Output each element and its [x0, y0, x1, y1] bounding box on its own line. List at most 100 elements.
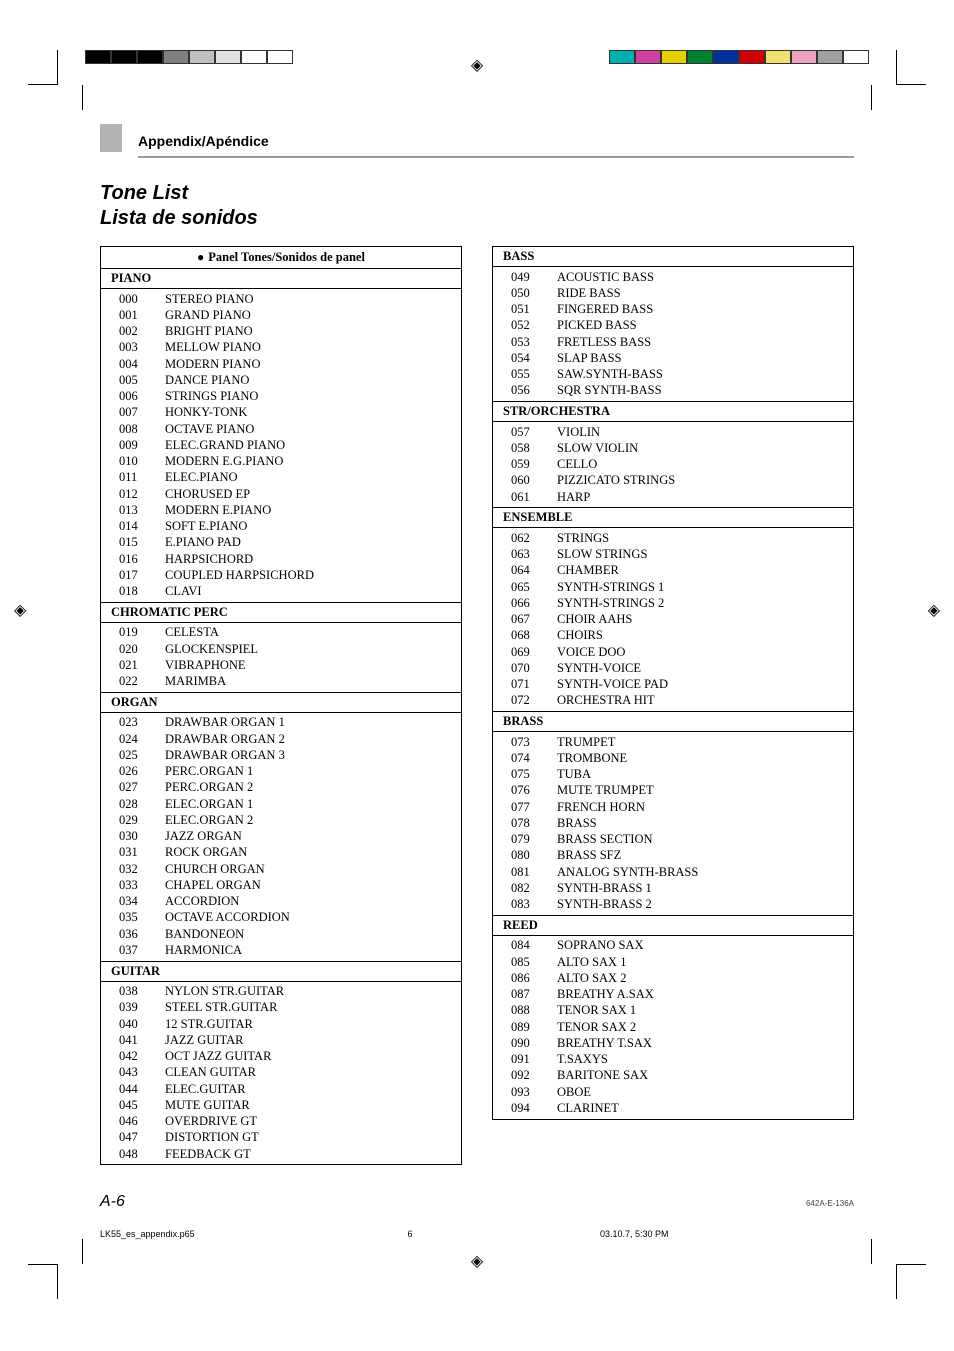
tone-name: BANDONEON — [165, 927, 244, 942]
tone-number: 071 — [511, 677, 557, 692]
tone-number: 063 — [511, 547, 557, 562]
tone-number: 010 — [119, 454, 165, 469]
color-swatch — [791, 50, 817, 64]
title-en: Tone List — [100, 182, 854, 205]
tone-number: 048 — [119, 1147, 165, 1162]
tone-row: 036BANDONEON — [101, 926, 461, 942]
tone-number: 002 — [119, 324, 165, 339]
tone-name: GLOCKENSPIEL — [165, 642, 258, 657]
tone-row: 041JAZZ GUITAR — [101, 1032, 461, 1048]
tone-row: 042OCT JAZZ GUITAR — [101, 1049, 461, 1065]
tone-row: 067CHOIR AAHS — [493, 612, 853, 628]
tone-number: 037 — [119, 943, 165, 958]
tone-name: DISTORTION GT — [165, 1130, 259, 1145]
tone-name: HARMONICA — [165, 943, 242, 958]
category-rows: 073TRUMPET074TROMBONE075TUBA076MUTE TRUM… — [493, 732, 853, 915]
tone-name: SQR SYNTH-BASS — [557, 383, 662, 398]
tone-number: 081 — [511, 865, 557, 880]
tone-name: PIZZICATO STRINGS — [557, 473, 675, 488]
tone-number: 072 — [511, 693, 557, 708]
tone-name: SOPRANO SAX — [557, 938, 643, 953]
tone-name: VOICE DOO — [557, 645, 625, 660]
tone-number: 032 — [119, 862, 165, 877]
tone-number: 011 — [119, 470, 165, 485]
tone-name: BRASS SFZ — [557, 848, 621, 863]
tone-number: 019 — [119, 625, 165, 640]
color-swatch — [739, 50, 765, 64]
category-header: CHROMATIC PERC — [101, 602, 461, 623]
tone-number: 022 — [119, 674, 165, 689]
tone-name: ANALOG SYNTH-BRASS — [557, 865, 698, 880]
left-column: ●Panel Tones/Sonidos de panel PIANO000ST… — [100, 246, 462, 1165]
tone-number: 007 — [119, 405, 165, 420]
tone-row: 073TRUMPET — [493, 734, 853, 750]
tone-number: 069 — [511, 645, 557, 660]
tone-number: 036 — [119, 927, 165, 942]
tone-number: 076 — [511, 783, 557, 798]
tone-name: STEEL STR.GUITAR — [165, 1000, 277, 1015]
tone-number: 005 — [119, 373, 165, 388]
registration-mark-icon: ◈ — [928, 600, 940, 620]
tone-number: 053 — [511, 335, 557, 350]
tone-number: 088 — [511, 1003, 557, 1018]
tone-name: TUBA — [557, 767, 591, 782]
tone-number: 014 — [119, 519, 165, 534]
tone-row: 074TROMBONE — [493, 750, 853, 766]
tone-number: 049 — [511, 270, 557, 285]
tone-number: 020 — [119, 642, 165, 657]
tone-name: MODERN E.PIANO — [165, 503, 271, 518]
color-swatch — [661, 50, 687, 64]
tone-number: 013 — [119, 503, 165, 518]
print-timestamp: 03.10.7, 5:30 PM — [520, 1229, 854, 1239]
tone-row: 030JAZZ ORGAN — [101, 829, 461, 845]
print-marks-top: ◈ — [0, 50, 954, 110]
tone-name: SYNTH-BRASS 2 — [557, 897, 652, 912]
tone-number: 018 — [119, 584, 165, 599]
tone-row: 066SYNTH-STRINGS 2 — [493, 595, 853, 611]
tone-row: 044ELEC.GUITAR — [101, 1081, 461, 1097]
tone-row: 072ORCHESTRA HIT — [493, 693, 853, 709]
tone-row: 077FRENCH HORN — [493, 799, 853, 815]
tone-name: ELEC.ORGAN 1 — [165, 797, 253, 812]
tone-name: JAZZ ORGAN — [165, 829, 242, 844]
tone-name: SLOW VIOLIN — [557, 441, 638, 456]
tone-name: ORCHESTRA HIT — [557, 693, 655, 708]
tone-name: FEEDBACK GT — [165, 1147, 251, 1162]
tone-name: SYNTH-BRASS 1 — [557, 881, 652, 896]
tone-row: 000STEREO PIANO — [101, 291, 461, 307]
title-es: Lista de sonidos — [100, 207, 854, 230]
tone-name: JAZZ GUITAR — [165, 1033, 244, 1048]
tone-number: 006 — [119, 389, 165, 404]
tone-name: PERC.ORGAN 2 — [165, 780, 253, 795]
tone-row: 075TUBA — [493, 767, 853, 783]
tone-number: 068 — [511, 628, 557, 643]
tone-name: BRIGHT PIANO — [165, 324, 253, 339]
tone-number: 004 — [119, 357, 165, 372]
tone-name: CLEAN GUITAR — [165, 1065, 256, 1080]
tone-row: 054SLAP BASS — [493, 350, 853, 366]
print-sheet: 6 — [300, 1229, 520, 1239]
tone-name: ELEC.ORGAN 2 — [165, 813, 253, 828]
tone-name: HONKY-TONK — [165, 405, 247, 420]
tone-row: 024DRAWBAR ORGAN 2 — [101, 731, 461, 747]
tone-name: CHOIR AAHS — [557, 612, 632, 627]
tone-number: 031 — [119, 845, 165, 860]
tone-number: 033 — [119, 878, 165, 893]
tone-name: SOFT E.PIANO — [165, 519, 247, 534]
tone-row: 069VOICE DOO — [493, 644, 853, 660]
tone-row: 061HARP — [493, 489, 853, 505]
color-swatch — [635, 50, 661, 64]
tone-row: 018CLAVI — [101, 584, 461, 600]
tone-row: 076MUTE TRUMPET — [493, 783, 853, 799]
tone-number: 059 — [511, 457, 557, 472]
category-header: REED — [493, 915, 853, 936]
tone-row: 049ACOUSTIC BASS — [493, 269, 853, 285]
tone-row: 088TENOR SAX 1 — [493, 1003, 853, 1019]
tone-row: 022MARIMBA — [101, 674, 461, 690]
tone-name: DANCE PIANO — [165, 373, 249, 388]
tone-number: 055 — [511, 367, 557, 382]
tone-number: 086 — [511, 971, 557, 986]
tone-name: STRINGS — [557, 531, 609, 546]
tone-name: RIDE BASS — [557, 286, 621, 301]
tone-number: 066 — [511, 596, 557, 611]
